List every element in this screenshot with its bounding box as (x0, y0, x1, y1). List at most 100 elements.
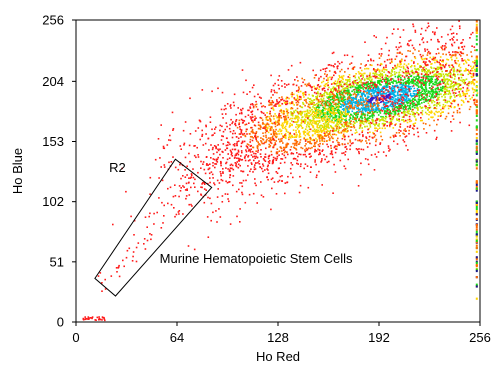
data-point (402, 105, 405, 108)
data-point (279, 115, 282, 117)
data-point (270, 133, 272, 135)
data-point (444, 80, 446, 82)
data-point (378, 82, 381, 84)
data-point (219, 124, 222, 127)
data-point (375, 140, 377, 143)
data-point (297, 125, 299, 127)
data-point (310, 155, 312, 158)
data-point (371, 89, 374, 92)
data-point (272, 84, 275, 87)
data-point (370, 58, 372, 60)
data-point (270, 122, 273, 124)
data-point (466, 54, 468, 56)
data-point (320, 127, 322, 130)
data-point (401, 70, 404, 73)
data-point (333, 94, 335, 97)
data-point (371, 114, 373, 117)
data-point (349, 105, 351, 108)
data-point (435, 82, 437, 84)
data-point (406, 121, 409, 124)
data-point (316, 96, 318, 99)
data-point (209, 163, 211, 165)
data-point (169, 139, 172, 142)
data-point (366, 117, 369, 120)
data-point (239, 128, 241, 130)
data-point (391, 69, 393, 71)
data-point (330, 147, 332, 149)
data-point (337, 107, 339, 109)
data-point (402, 119, 405, 121)
data-point (357, 89, 360, 92)
data-point (413, 83, 415, 85)
data-point (336, 109, 339, 112)
data-point (434, 96, 437, 98)
data-point (333, 133, 336, 136)
data-point (334, 99, 336, 101)
data-point (278, 167, 280, 169)
data-point (409, 50, 411, 52)
data-point (285, 143, 287, 146)
data-point (339, 103, 342, 105)
data-point (437, 68, 440, 70)
data-point (394, 73, 396, 76)
data-point (212, 158, 215, 160)
data-point (262, 139, 265, 141)
data-point (428, 84, 431, 86)
data-point (207, 196, 209, 199)
data-point (298, 136, 301, 138)
data-point (450, 56, 453, 59)
data-point (336, 90, 339, 92)
data-point (395, 132, 398, 134)
data-point (432, 93, 434, 95)
data-point (357, 105, 359, 107)
data-point (361, 139, 363, 142)
data-point (247, 159, 250, 162)
data-point (471, 67, 473, 70)
data-point (358, 85, 360, 87)
data-point (387, 100, 390, 103)
data-point (342, 105, 345, 108)
data-point (422, 96, 425, 99)
data-point (394, 113, 397, 115)
data-point (455, 57, 458, 59)
data-point (295, 126, 297, 128)
data-point (472, 65, 475, 68)
data-point (369, 97, 372, 100)
data-point (349, 80, 351, 83)
data-point (331, 137, 334, 140)
data-point (434, 113, 436, 116)
data-point (307, 116, 310, 119)
data-point (347, 97, 349, 100)
data-point (451, 67, 453, 70)
data-point (278, 123, 280, 126)
data-point (347, 67, 349, 70)
data-point (312, 95, 314, 97)
data-point (338, 118, 341, 120)
data-point (428, 113, 430, 116)
data-point (329, 76, 331, 79)
data-point (240, 129, 243, 131)
data-point (260, 156, 262, 158)
data-point (359, 124, 362, 126)
data-point (420, 73, 423, 75)
data-point (260, 181, 262, 183)
data-point (385, 107, 387, 110)
data-point (385, 77, 388, 79)
data-point (275, 171, 278, 173)
data-point (380, 135, 382, 138)
data-point (295, 99, 297, 101)
data-point (361, 99, 363, 101)
data-point (341, 77, 344, 79)
data-point (359, 72, 362, 75)
data-point (366, 114, 369, 117)
data-point (434, 59, 436, 61)
data-point (451, 76, 453, 79)
data-point (393, 107, 396, 110)
data-point (327, 105, 330, 107)
data-point (411, 102, 413, 104)
data-point (311, 139, 314, 141)
data-point (312, 100, 314, 102)
data-point (383, 106, 386, 108)
data-point (401, 53, 403, 55)
data-point (313, 114, 315, 116)
